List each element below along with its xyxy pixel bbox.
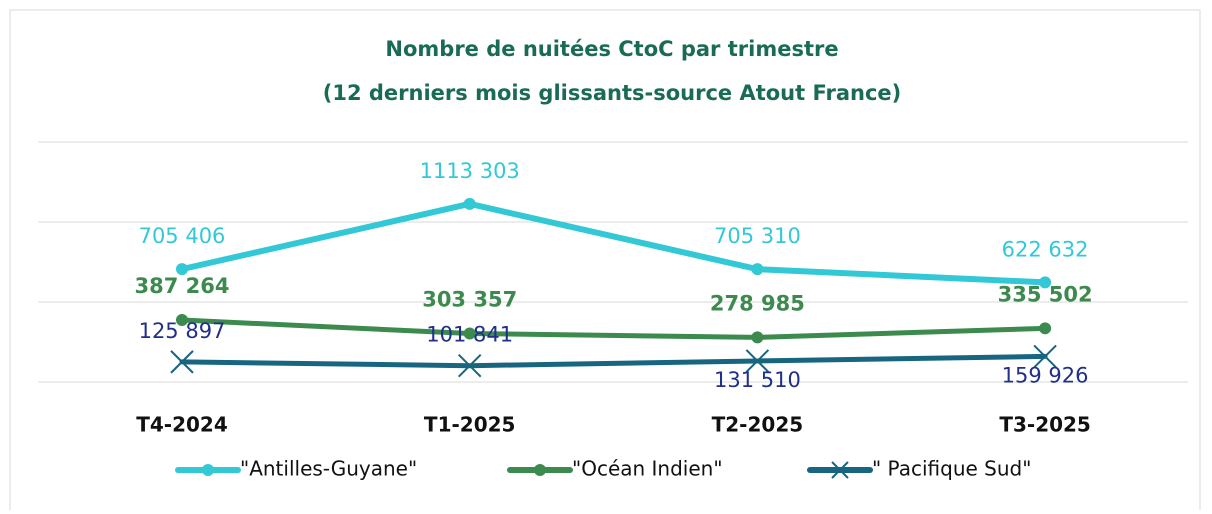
legend-label: "Antilles-Guyane" [240,457,417,481]
marker [176,263,188,276]
marker [463,327,476,340]
chart-title: Nombre de nuitées CtoC par trimestre [385,37,838,61]
chart-subtitle: (12 derniers mois glissants-source Atout… [323,81,901,105]
line [179,353,1048,369]
data-label: 622 632 [1002,237,1089,261]
data-label: 159 926 [1002,363,1089,387]
marker [751,263,764,276]
marker [1039,276,1052,289]
x-tick-label: T1-2025 [424,413,516,437]
marker [457,353,482,378]
data-label: 125 897 [139,319,226,343]
data-label: 387 264 [135,274,230,298]
data-label: 705 406 [139,224,226,248]
marker [170,350,194,374]
marker [202,464,214,476]
legend-label: " Pacifique Sud" [872,457,1031,481]
data-label: 1113 303 [420,159,520,183]
line [179,200,1049,286]
marker [176,314,188,327]
x-tick-label: T4-2024 [136,413,228,437]
data-label: 335 502 [998,282,1093,306]
marker [751,331,764,344]
marker [534,464,546,476]
line [179,317,1048,340]
marker [1033,344,1057,369]
marker [745,349,770,373]
data-label: 303 357 [422,287,517,311]
data-label: 705 310 [714,224,801,248]
marker [1039,322,1052,335]
data-label: 278 985 [710,291,805,315]
marker [831,461,849,479]
data-label: 131 510 [714,368,801,392]
marker [463,197,476,210]
x-tick-label: T2-2025 [712,413,804,437]
x-tick-label: T3-2025 [999,413,1091,437]
legend-label: "Océan Indien" [572,457,723,481]
data-label: 101 841 [426,323,513,347]
